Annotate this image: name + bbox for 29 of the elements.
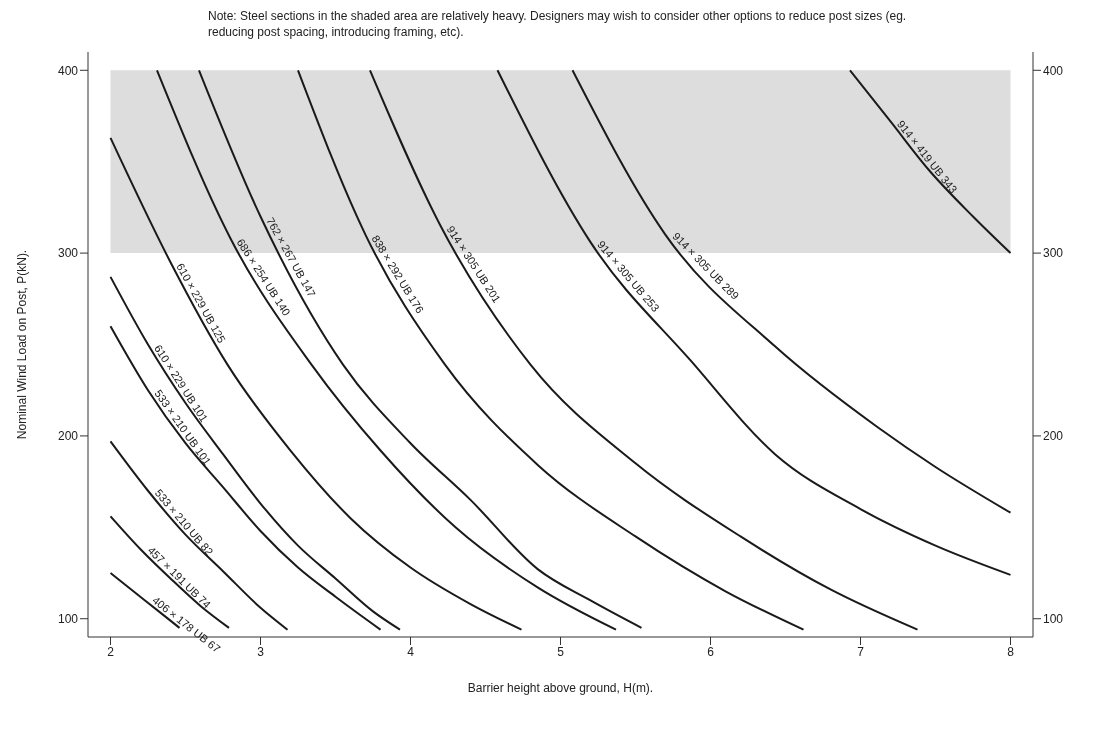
text: 610 × 229 UB 125	[174, 261, 229, 345]
y-axis-title: Nominal Wind Load on Post, P(kN).	[15, 249, 30, 440]
x-tick-label: 3	[257, 644, 265, 659]
y-tick-label: 300	[57, 246, 79, 261]
y-tick-label: 200	[57, 429, 79, 444]
x-tick-label: 7	[857, 644, 865, 659]
x-tick-label: 6	[707, 644, 715, 659]
x-tick-label: 2	[107, 644, 115, 659]
x-tick-label: 4	[407, 644, 415, 659]
line-series	[109, 136, 523, 631]
text: 914 × 305 UB 201	[444, 223, 504, 305]
line-series	[369, 69, 919, 631]
y-tick-label: 100	[57, 611, 79, 626]
y-tick-label: 400	[57, 63, 79, 78]
text: 914 × 305 UB 253	[595, 238, 662, 315]
y2-tick-label: 200	[1043, 429, 1064, 444]
line-series	[849, 69, 1012, 255]
x-tick-label: 5	[557, 644, 565, 659]
x-axis-title: Barrier height above ground, H(m).	[467, 681, 654, 695]
text: 914 × 419 UB 343	[895, 118, 960, 196]
text: Note: Steel sections in the shaded area are relatively heavy. Designers may wish to consider other options to reduce post sizes (eg. reducing post spacing, introducing framing, etc).	[208, 8, 908, 40]
x-tick-label: 8	[1007, 644, 1015, 659]
line-series	[571, 69, 1012, 514]
text: 838 × 292 UB 176	[369, 233, 427, 316]
y2-tick-label: 100	[1043, 611, 1064, 626]
y2-tick-label: 400	[1043, 63, 1064, 78]
line-series	[109, 325, 382, 631]
text: 914 × 305 UB 289	[670, 229, 742, 302]
y2-tick-label: 300	[1043, 246, 1064, 261]
